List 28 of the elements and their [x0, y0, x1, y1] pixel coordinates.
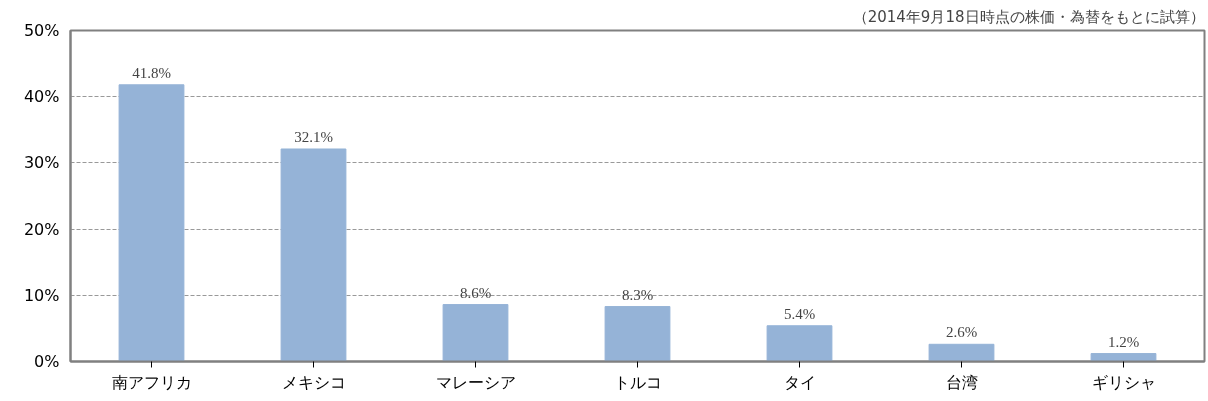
data-label: 8.6% [459, 284, 492, 301]
bar [604, 306, 671, 362]
data-label: 41.8% [132, 64, 171, 81]
x-tick-label: マレーシア [435, 372, 516, 392]
x-tick-label: タイ [783, 372, 816, 392]
bar [928, 343, 995, 362]
y-tick-label: 30% [23, 153, 60, 173]
data-label: 32.1% [294, 129, 333, 145]
y-tick-label: 0% [34, 352, 60, 371]
y-tick-label: 10% [23, 285, 60, 305]
x-tick-label: ギリシャ [1091, 372, 1156, 392]
x-tick-label: 南アフリカ [111, 372, 192, 392]
data-label: 1.2% [1107, 333, 1140, 350]
data-label: 8.3% [621, 286, 654, 303]
bar [118, 84, 185, 362]
bar [1090, 353, 1157, 362]
bar [442, 304, 509, 362]
x-tick-label: 台湾 [945, 372, 978, 392]
data-label: 5.4% [783, 305, 816, 322]
y-tick-label: 40% [23, 87, 60, 107]
y-tick-label: 20% [23, 219, 60, 239]
x-tick-label: トルコ [613, 372, 662, 392]
x-tick-label: メキシコ [281, 372, 346, 392]
text: （2014年9月18日時点の株価・為替をもとに試算） [852, 7, 1205, 26]
bar [280, 148, 347, 362]
bar [766, 325, 833, 362]
y-tick-label: 50% [23, 21, 60, 40]
data-label: 2.6% [945, 324, 978, 341]
